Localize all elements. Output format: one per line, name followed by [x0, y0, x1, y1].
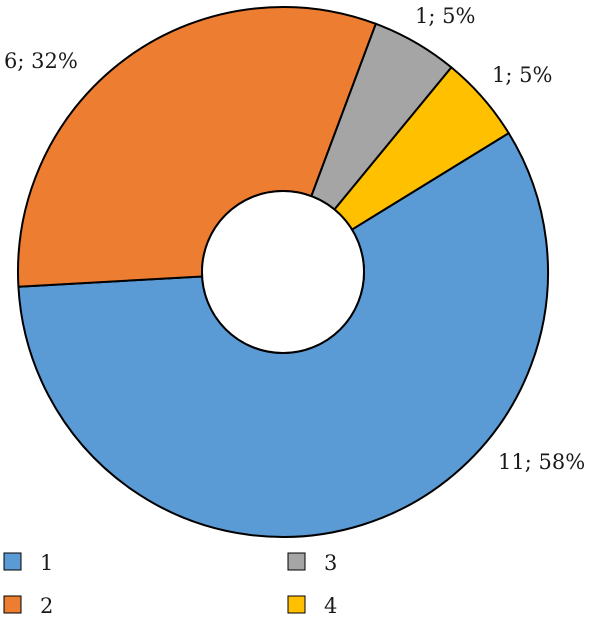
legend-label-1: 1 — [40, 551, 53, 575]
data-label-series-1: 11; 58% — [498, 450, 585, 474]
legend-label-3: 3 — [324, 551, 337, 575]
legend-swatch-1 — [3, 552, 22, 571]
legend-swatch-4 — [287, 595, 306, 614]
data-label-series-2: 6; 32% — [4, 49, 78, 73]
data-label-series-4: 1; 5% — [492, 63, 552, 87]
legend-label-4: 4 — [324, 594, 337, 618]
legend: 1 2 3 4 — [3, 551, 337, 618]
legend-swatch-2 — [3, 595, 22, 614]
donut-hole — [201, 190, 365, 354]
legend-label-2: 2 — [40, 594, 53, 618]
data-label-series-3: 1; 5% — [415, 4, 475, 28]
legend-swatch-3 — [287, 552, 306, 571]
